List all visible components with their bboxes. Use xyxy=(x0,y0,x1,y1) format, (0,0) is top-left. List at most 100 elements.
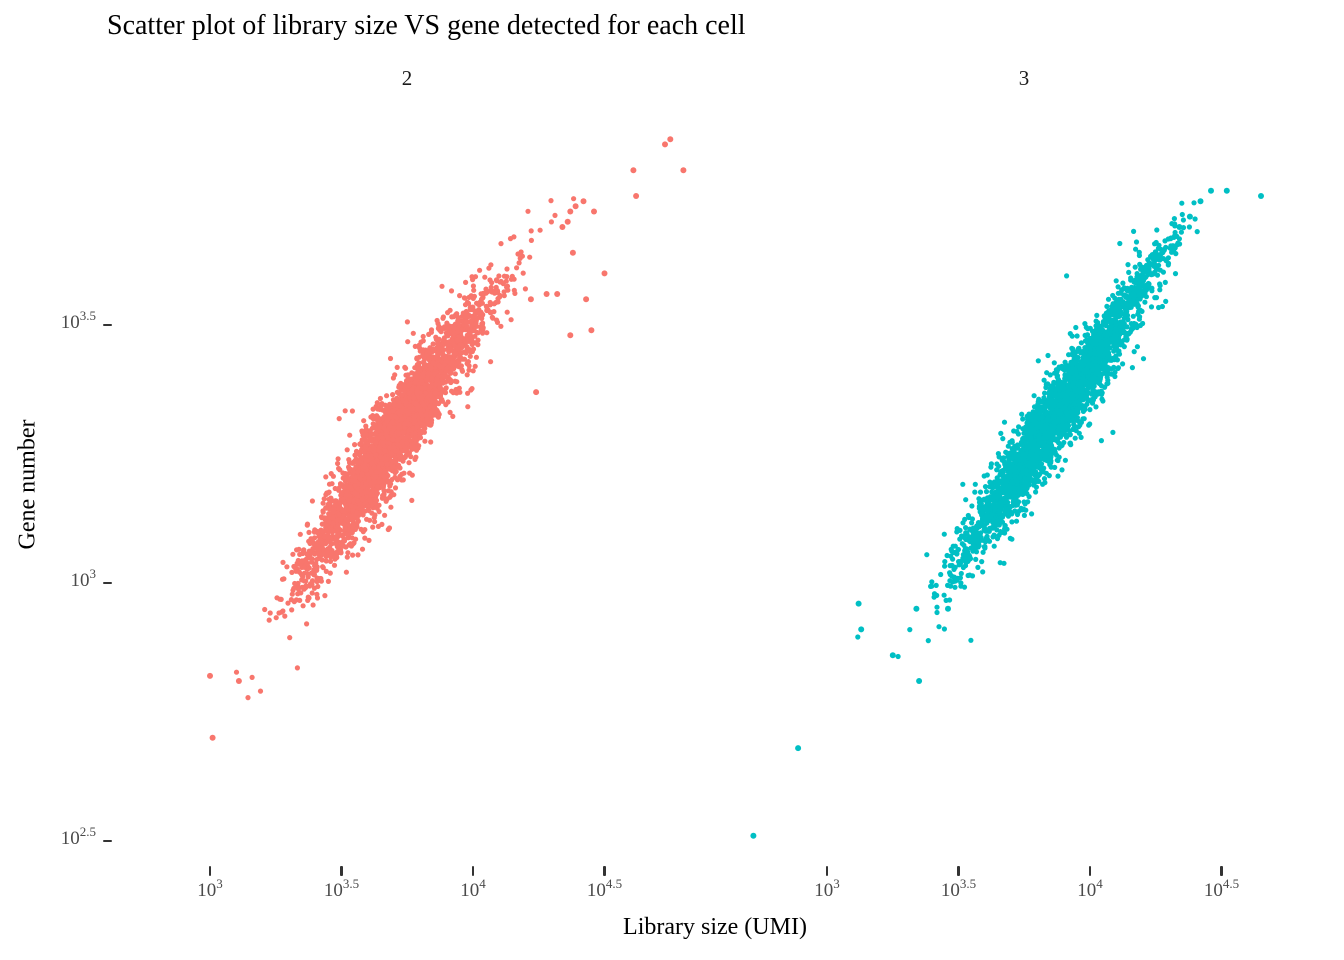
scatter-point xyxy=(320,565,326,571)
scatter-point xyxy=(390,392,396,398)
scatter-point xyxy=(466,294,472,300)
scatter-point xyxy=(382,512,388,518)
scatter-point xyxy=(470,328,477,334)
scatter-point xyxy=(462,302,469,308)
scatter-point xyxy=(435,320,441,327)
scatter-point xyxy=(343,492,350,498)
scatter-point xyxy=(362,444,369,450)
scatter-point xyxy=(429,375,435,381)
scatter-point xyxy=(387,355,394,362)
scatter-point xyxy=(504,266,510,272)
points-layer xyxy=(207,136,687,741)
scatter-point xyxy=(352,490,358,496)
scatter-point xyxy=(397,465,403,471)
facet-label-2: 2 xyxy=(401,66,413,90)
scatter-point xyxy=(430,341,436,347)
scatter-point xyxy=(367,517,373,523)
scatter-point xyxy=(451,325,457,331)
x-tick-label: 104.5 xyxy=(586,875,623,901)
scatter-point xyxy=(941,592,947,598)
y-tick-mark xyxy=(103,323,112,327)
scatter-point xyxy=(401,470,407,476)
scatter-point xyxy=(257,688,264,694)
scatter-point xyxy=(374,490,380,496)
scatter-point xyxy=(414,404,421,410)
scatter-point xyxy=(548,219,554,225)
scatter-point xyxy=(323,558,329,564)
scatter-point xyxy=(454,311,460,317)
scatter-point xyxy=(680,167,687,174)
scatter-point xyxy=(385,405,391,411)
scatter-point xyxy=(282,613,288,619)
scatter-point xyxy=(267,610,273,616)
scatter-point xyxy=(419,396,425,402)
points-layer xyxy=(750,187,1264,839)
scatter-point xyxy=(449,366,455,373)
scatter-point xyxy=(379,521,385,527)
scatter-point xyxy=(359,497,365,503)
scatter-point xyxy=(1136,249,1142,255)
scatter-point xyxy=(331,562,338,568)
scatter-point xyxy=(403,365,409,371)
x-tick-mark xyxy=(1088,866,1092,876)
scatter-point xyxy=(359,546,366,552)
scatter-point xyxy=(1114,357,1120,363)
scatter-point xyxy=(428,439,434,445)
scatter-point xyxy=(404,433,410,439)
y-tick-mark xyxy=(103,581,112,585)
scatter-point xyxy=(311,571,317,577)
scatter-point xyxy=(289,591,295,597)
scatter-point xyxy=(399,416,405,422)
scatter-point xyxy=(454,337,461,343)
scatter-point xyxy=(445,310,451,316)
scatter-point xyxy=(413,372,419,379)
scatter-point xyxy=(273,615,279,621)
scatter-point xyxy=(360,529,366,535)
scatter-point xyxy=(404,378,410,384)
scatter-point xyxy=(399,392,405,398)
facet-label-3: 3 xyxy=(1018,66,1030,90)
scatter-point xyxy=(375,484,381,490)
scatter-point xyxy=(235,678,242,684)
y-axis-title: Gene number xyxy=(14,419,41,550)
x-tick-label: 104 xyxy=(460,875,486,901)
scatter-point xyxy=(554,291,561,297)
y-tick-label: 103 xyxy=(70,565,97,591)
scatter-point xyxy=(377,406,383,412)
scatter-point xyxy=(337,517,343,523)
scatter-point xyxy=(209,734,216,741)
scatter-point xyxy=(420,373,426,379)
scatter-point xyxy=(450,413,456,419)
scatter-point xyxy=(487,310,493,316)
x-tick-label: 103 xyxy=(197,875,223,901)
scatter-point xyxy=(344,554,350,560)
scatter-point xyxy=(373,422,379,428)
scatter-point xyxy=(280,608,286,614)
scatter-point xyxy=(405,339,411,345)
scatter-point xyxy=(319,528,325,534)
scatter-point xyxy=(368,453,374,459)
scatter-point xyxy=(319,557,325,563)
scatter-point xyxy=(543,291,550,297)
scatter-point xyxy=(444,320,450,326)
scatter-point xyxy=(667,136,674,143)
scatter-point xyxy=(355,498,361,504)
scatter-point xyxy=(494,317,500,323)
scatter-point xyxy=(388,504,394,510)
y-tick-label: 103.5 xyxy=(60,307,96,333)
scatter-point xyxy=(469,274,475,280)
scatter-point xyxy=(435,400,441,406)
scatter-point xyxy=(571,196,577,202)
scatter-point xyxy=(484,330,490,336)
scatter-point xyxy=(633,193,640,199)
scatter-point xyxy=(479,300,485,306)
scatter-point xyxy=(352,442,358,448)
scatter-point xyxy=(414,365,421,371)
scatter-point xyxy=(332,485,338,492)
scatter-point xyxy=(338,481,344,487)
scatter-point xyxy=(332,502,339,508)
scatter-point xyxy=(384,461,390,467)
scatter-point xyxy=(407,406,413,412)
scatter-point xyxy=(287,635,293,641)
scatter-point xyxy=(361,437,368,443)
